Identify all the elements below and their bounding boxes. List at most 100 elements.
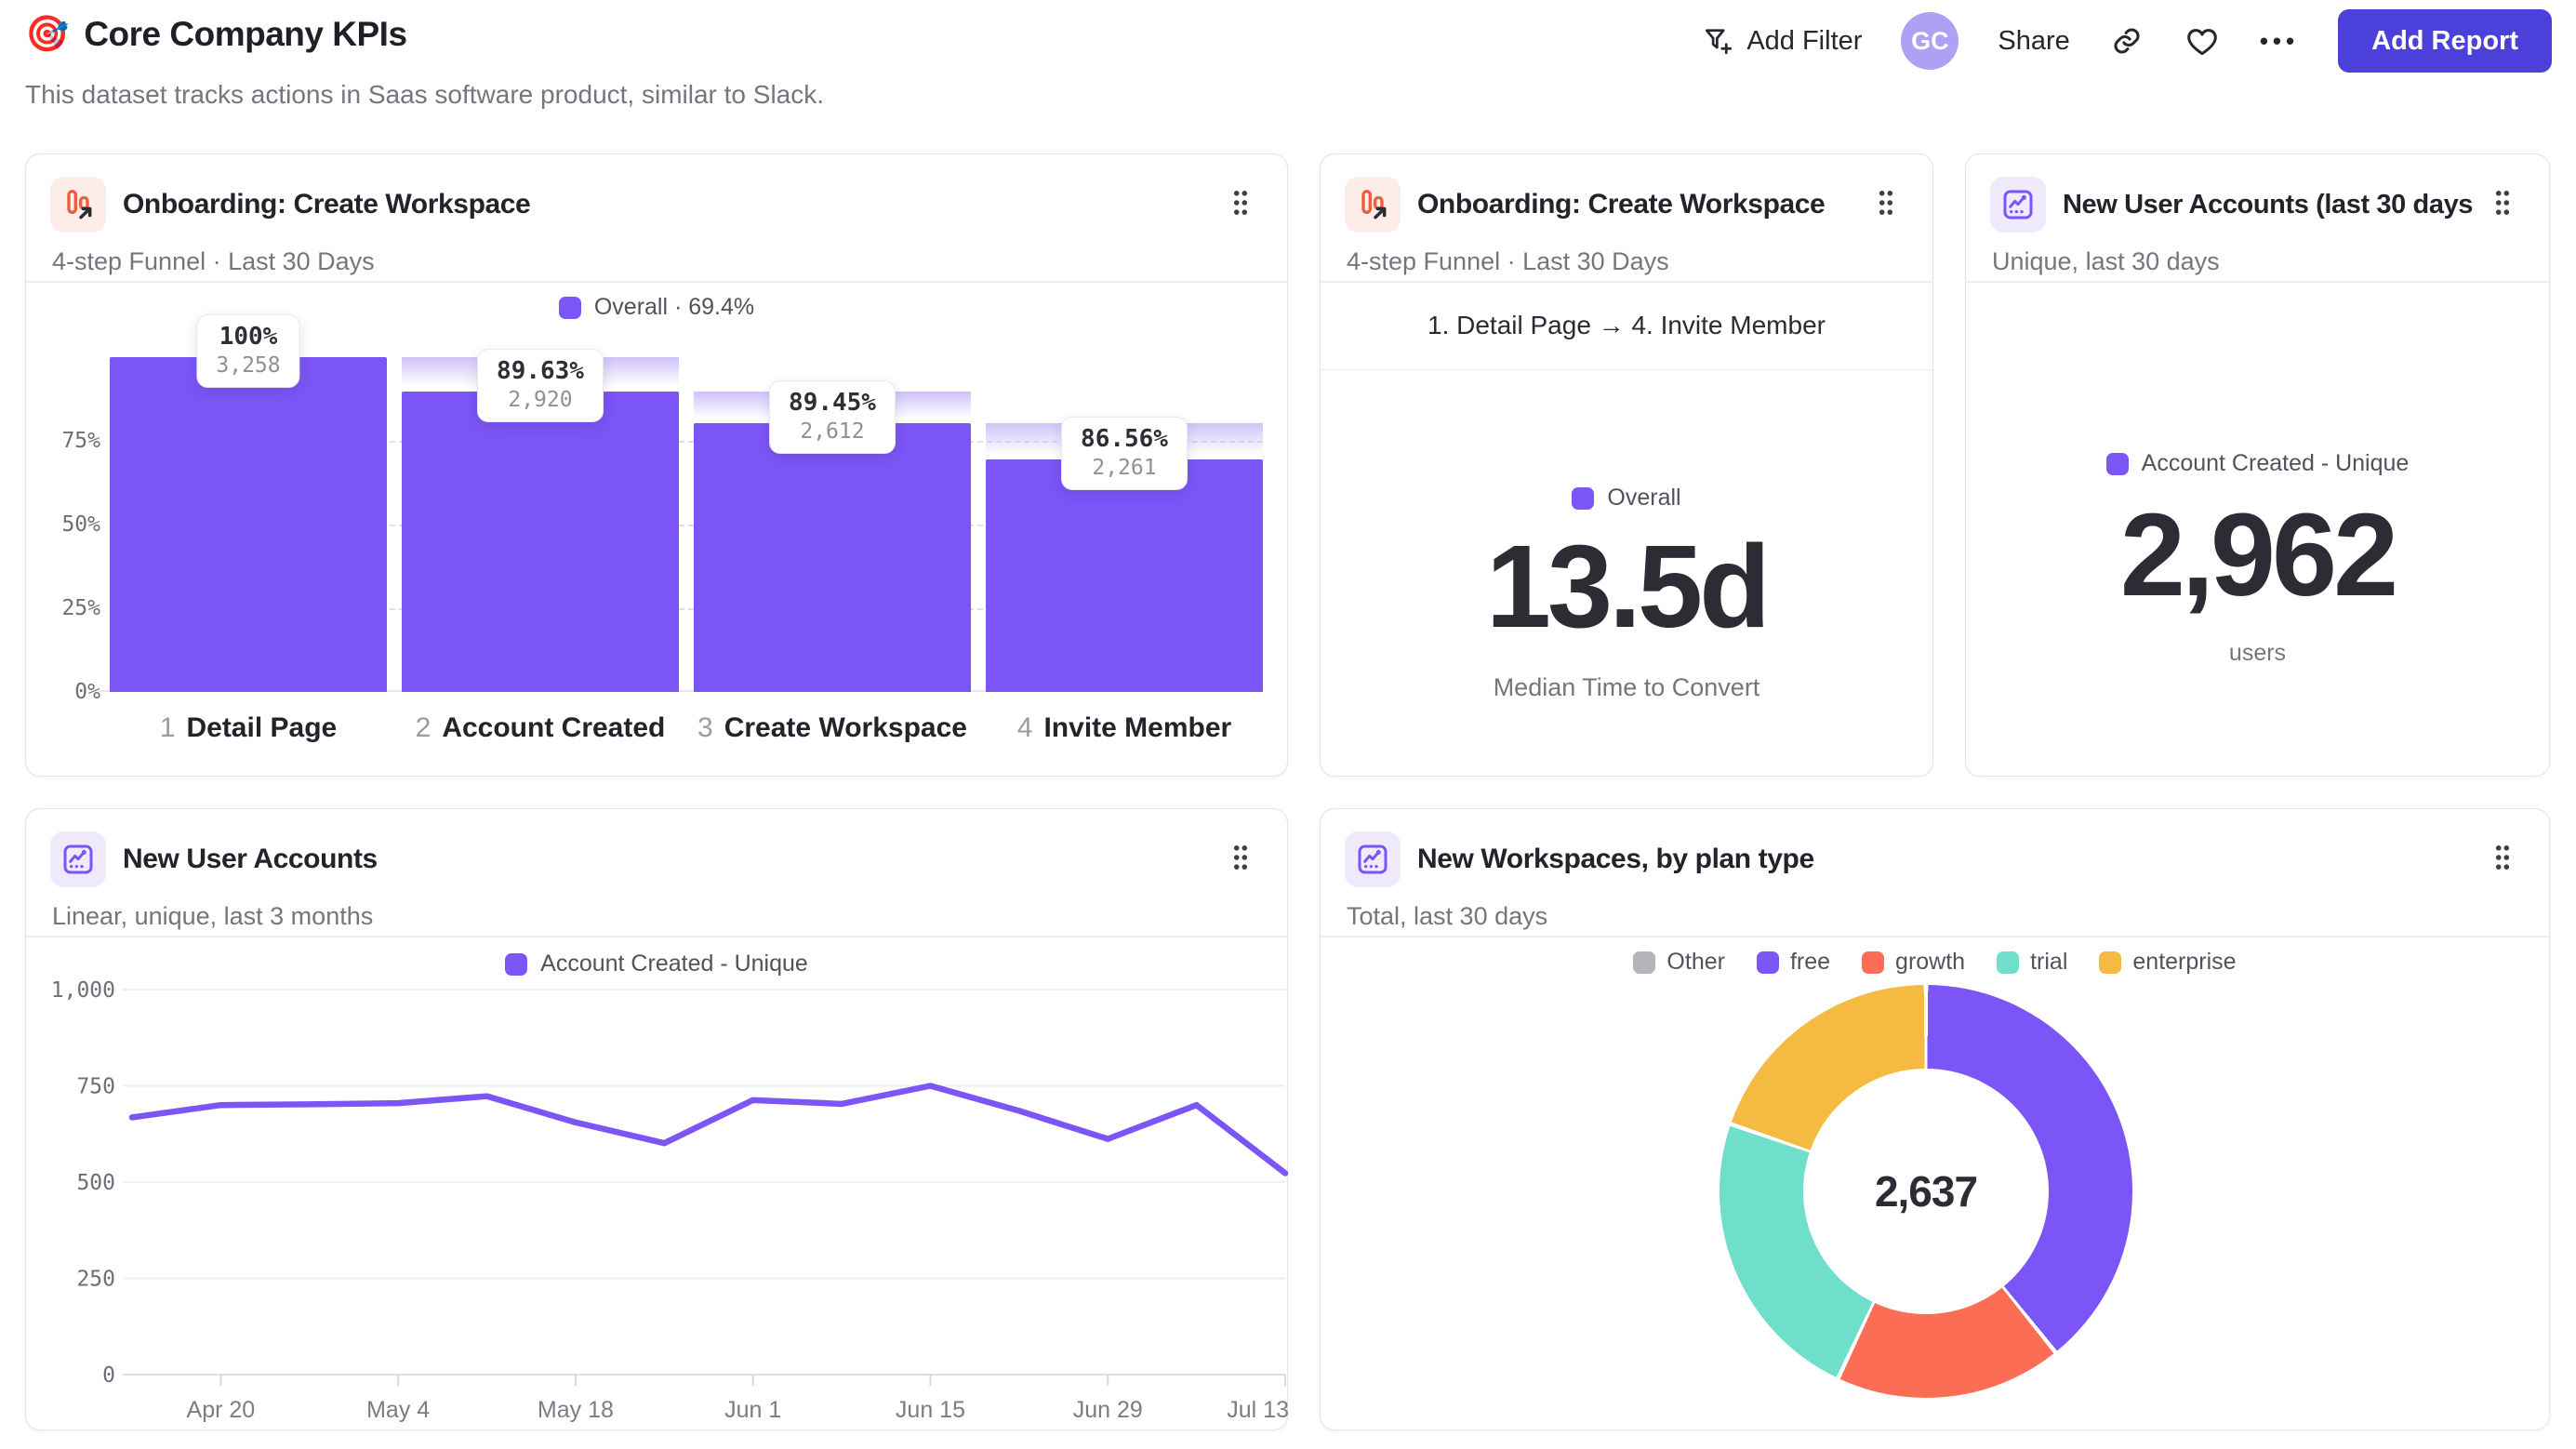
line-chart[interactable]: 0 250 500 750 1,000 Apr 20 May 4 May 18 Jun 1 Jun… <box>50 977 1289 1428</box>
copy-link-icon[interactable] <box>2109 23 2144 59</box>
legend-swatch <box>2105 452 2129 475</box>
metric-caption: users <box>2228 640 2287 666</box>
metric-legend[interactable]: Account Created - Unique <box>1966 450 2549 477</box>
legend-label: growth <box>1895 949 1966 975</box>
header-actions: Add Filter GC Share ••• Add Report <box>1702 7 2552 74</box>
favorite-heart-icon[interactable] <box>2184 22 2221 60</box>
line-chart-report-icon <box>1345 831 1401 887</box>
line-legend[interactable]: Account Created - Unique <box>26 950 1287 977</box>
funnel-x-axis-labels: 1 Detail Page 2 Account Created 3 Create W… <box>110 712 1263 744</box>
card-new-user-accounts-line[interactable]: New User Accounts Linear, unique, last 3… <box>25 808 1289 1430</box>
step-count: 2,261 <box>1092 456 1157 481</box>
share-label: Share <box>1998 25 2070 56</box>
legend-label: Account Created - Unique <box>540 950 808 977</box>
gridline <box>110 441 1263 443</box>
funnel-chart[interactable]: 100% 3,258 89.63% 2,920 89.45% 2,612 86.56%… <box>99 314 1263 692</box>
legend-item-enterprise[interactable]: enterprise <box>2099 949 2237 976</box>
avatar[interactable]: GC <box>1901 12 1959 70</box>
card-subtitle: 4-step Funnel · Last 30 Days <box>1347 247 1669 275</box>
gridline <box>110 525 1263 526</box>
funnel-step-label: 4 Invite Member <box>986 712 1263 744</box>
step-name: Invite Member <box>1043 712 1232 743</box>
funnel-bar-account-created[interactable] <box>402 392 679 692</box>
legend-swatch <box>2099 950 2122 974</box>
step-index: 1 <box>159 712 176 743</box>
card-title[interactable]: Onboarding: Create Workspace <box>1417 189 1826 219</box>
line-series-account-created[interactable] <box>128 1083 1289 1176</box>
legend-item-other[interactable]: Other <box>1633 949 1725 976</box>
drag-handle-icon[interactable] <box>1228 185 1254 225</box>
card-title[interactable]: Onboarding: Create Workspace <box>123 189 531 219</box>
y-axis-tick-label: 250 <box>76 1268 115 1292</box>
legend-swatch <box>505 952 528 976</box>
x-axis-line <box>99 690 1263 692</box>
x-axis-tick-label: Jul 13 <box>1227 1397 1289 1423</box>
y-axis-tick-label: 50% <box>61 512 100 537</box>
card-subtitle: Unique, last 30 days <box>1992 247 2220 275</box>
drag-handle-icon[interactable] <box>2490 840 2516 880</box>
funnel-step-label: 3 Create Workspace <box>694 712 971 744</box>
card-title[interactable]: New Workspaces, by plan type <box>1417 844 1814 874</box>
x-axis-tick-label: Apr 20 <box>187 1397 256 1423</box>
more-menu-button[interactable]: ••• <box>2259 26 2300 55</box>
legend-label: Overall <box>1607 485 1681 511</box>
funnel-step-label: 1 Detail Page <box>110 712 387 744</box>
add-report-button[interactable]: Add Report <box>2338 9 2552 73</box>
legend-label: Other <box>1666 949 1725 975</box>
step-count: 2,920 <box>508 388 573 413</box>
funnel-bar-detail-page[interactable] <box>110 357 387 692</box>
divider <box>26 281 1287 283</box>
gridline <box>110 608 1263 610</box>
card-title[interactable]: New User Accounts (last 30 days) <box>2063 189 2473 219</box>
conversion-pct: 89.45% <box>789 389 876 418</box>
metric-value: 2,962 <box>2119 489 2398 620</box>
funnel-step-label: 2 Account Created <box>402 712 679 744</box>
step-count: 3,258 <box>216 353 281 378</box>
card-title[interactable]: New User Accounts <box>123 844 378 874</box>
y-axis-tick-label: 500 <box>76 1171 115 1195</box>
step-name: Account Created <box>442 712 666 743</box>
funnel-bar-invite-member[interactable] <box>986 459 1263 692</box>
x-axis-tick-label: Jun 15 <box>896 1397 965 1423</box>
donut-total-value: 2,637 <box>1874 1167 1978 1216</box>
y-axis-tick-label: 750 <box>76 1075 115 1099</box>
dashboard-emoji-icon: 🎯 <box>25 15 70 54</box>
legend-item-growth[interactable]: growth <box>1862 949 1965 976</box>
funnel-bar-create-workspace[interactable] <box>694 423 971 692</box>
y-axis-tick-label: 0% <box>74 680 100 704</box>
funnel-legend[interactable]: Overall · 69.4% <box>26 294 1287 321</box>
page-title: Core Company KPIs <box>84 15 407 53</box>
legend-swatch <box>1997 950 2020 974</box>
step-index: 4 <box>1016 712 1033 743</box>
metric-legend[interactable]: Overall <box>1321 485 1932 512</box>
x-axis-tick-label: May 18 <box>538 1397 614 1423</box>
dashboard-description: This dataset tracks actions in Saas soft… <box>25 80 825 109</box>
funnel-report-icon <box>50 177 106 233</box>
drag-handle-icon[interactable] <box>2490 185 2516 225</box>
legend-item-trial[interactable]: trial <box>1997 949 2067 976</box>
share-button[interactable]: Share <box>1998 26 2069 57</box>
card-onboarding-funnel[interactable]: Onboarding: Create Workspace 4-step Funn… <box>25 153 1288 777</box>
drag-handle-icon[interactable] <box>1228 840 1254 880</box>
legend-label: free <box>1789 949 1831 975</box>
card-subtitle: 4-step Funnel · Last 30 Days <box>52 247 375 275</box>
card-subtitle: Total, last 30 days <box>1347 902 1548 930</box>
add-filter-button[interactable]: Add Filter <box>1702 24 1862 58</box>
drag-handle-icon[interactable] <box>1873 185 1899 225</box>
line-chart-report-icon <box>1990 177 2046 233</box>
y-axis-tick-label: 0 <box>102 1363 115 1388</box>
step-count: 2,612 <box>800 419 865 445</box>
legend-label: enterprise <box>2132 949 2237 975</box>
divider <box>1321 281 1932 283</box>
legend-swatch <box>1862 950 1885 974</box>
legend-item-free[interactable]: free <box>1756 949 1831 976</box>
legend-swatch <box>558 296 581 319</box>
y-axis-tick-label: 75% <box>61 429 100 453</box>
step-name: Detail Page <box>186 712 338 743</box>
card-new-user-accounts-metric[interactable]: New User Accounts (last 30 days) Unique,… <box>1965 153 2550 777</box>
card-time-to-convert[interactable]: Onboarding: Create Workspace 4-step Funn… <box>1320 153 1933 777</box>
funnel-value-tooltip: 89.63% 2,920 <box>477 349 604 423</box>
card-workspaces-by-plan[interactable]: New Workspaces, by plan type Total, last… <box>1320 808 2550 1430</box>
funnel-value-tooltip: 100% 3,258 <box>196 314 300 388</box>
x-axis-tick-label: Jun 29 <box>1073 1397 1143 1423</box>
